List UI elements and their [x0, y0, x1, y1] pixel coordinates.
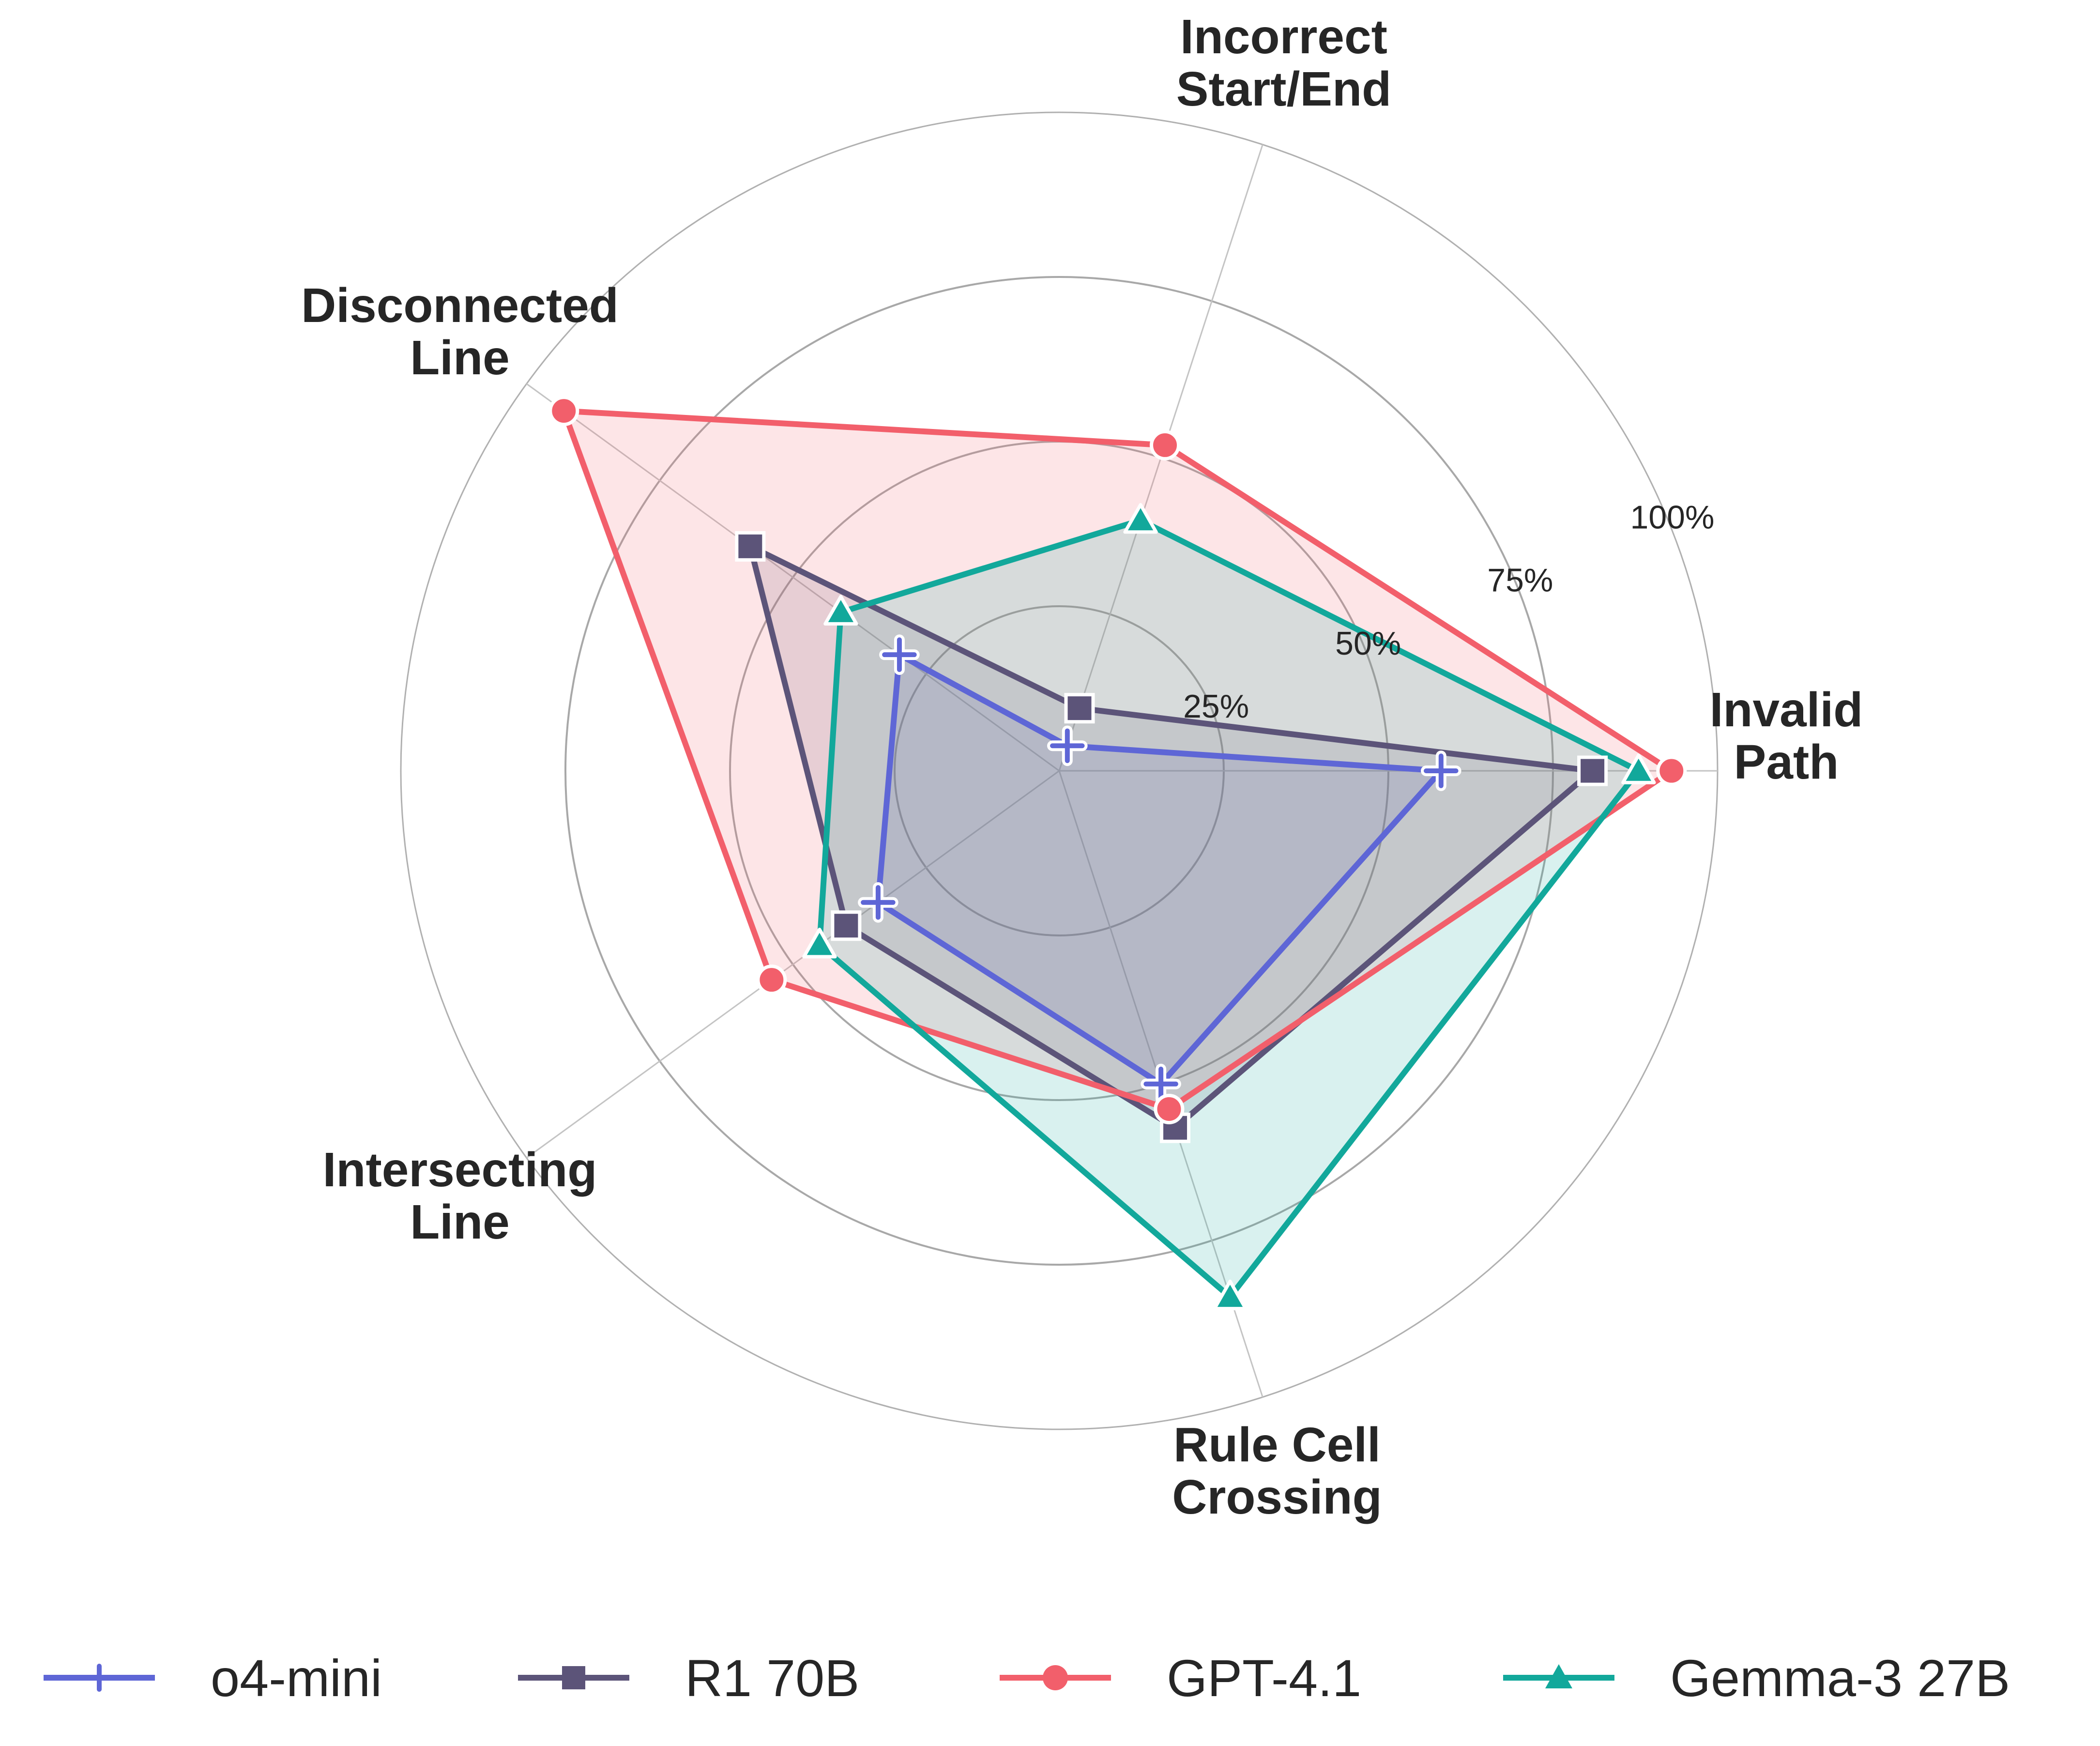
axis-label-2-line-1: Line	[410, 331, 510, 385]
axis-label-2: Disconnected Line	[301, 278, 619, 385]
data-point-1-3	[833, 912, 860, 939]
series-fill-3	[820, 521, 1639, 1297]
radar-series	[550, 398, 1685, 1309]
radial-tick-label-75: 75%	[1487, 562, 1553, 599]
axis-label-0-line-1: Path	[1734, 735, 1839, 789]
axis-label-0: Invalid Path	[1710, 683, 1863, 789]
legend-label-1: R1 70B	[685, 1649, 859, 1707]
axis-label-3: Intersecting Line	[323, 1143, 597, 1249]
legend-item-1: R1 70B	[518, 1649, 859, 1707]
data-point-2-0	[1658, 757, 1685, 784]
axis-label-4-line-0: Rule Cell	[1173, 1418, 1381, 1472]
axis-label-1: Incorrect Start/End	[1176, 10, 1391, 116]
axis-label-1-line-1: Start/End	[1176, 62, 1391, 116]
data-point-1-1	[1066, 695, 1093, 722]
legend-item-0: o4-mini	[44, 1649, 382, 1707]
legend: o4-mini R1 70B GPT-4.1 Gemma-3 27B	[44, 1649, 2010, 1707]
legend-marker-0	[88, 1666, 111, 1689]
axis-label-2-line-0: Disconnected	[301, 278, 619, 333]
axis-label-4-line-1: Crossing	[1172, 1470, 1382, 1524]
legend-label-2: GPT-4.1	[1167, 1649, 1361, 1707]
radial-tick-label-25: 25%	[1183, 688, 1249, 725]
legend-marker-2	[1043, 1665, 1068, 1690]
data-point-2-1	[1152, 431, 1179, 459]
axis-label-0-line-0: Invalid	[1710, 683, 1863, 737]
axis-label-3-line-0: Intersecting	[323, 1143, 597, 1197]
data-point-1-2	[737, 533, 764, 560]
axis-label-4: Rule Cell Crossing	[1172, 1418, 1382, 1524]
radial-tick-label-50: 50%	[1335, 625, 1401, 662]
data-point-2-4	[1156, 1095, 1183, 1122]
data-point-2-2	[550, 398, 578, 425]
legend-item-3: Gemma-3 27B	[1503, 1649, 2010, 1707]
legend-marker-1	[562, 1666, 585, 1689]
data-point-1-0	[1579, 757, 1606, 784]
legend-label-3: Gemma-3 27B	[1670, 1649, 2010, 1707]
data-point-2-3	[758, 966, 785, 994]
legend-label-0: o4-mini	[211, 1649, 382, 1707]
axis-label-3-line-1: Line	[410, 1195, 510, 1249]
legend-item-2: GPT-4.1	[1000, 1649, 1361, 1707]
radial-tick-label-100: 100%	[1630, 499, 1715, 536]
axis-label-1-line-0: Incorrect	[1180, 10, 1387, 64]
